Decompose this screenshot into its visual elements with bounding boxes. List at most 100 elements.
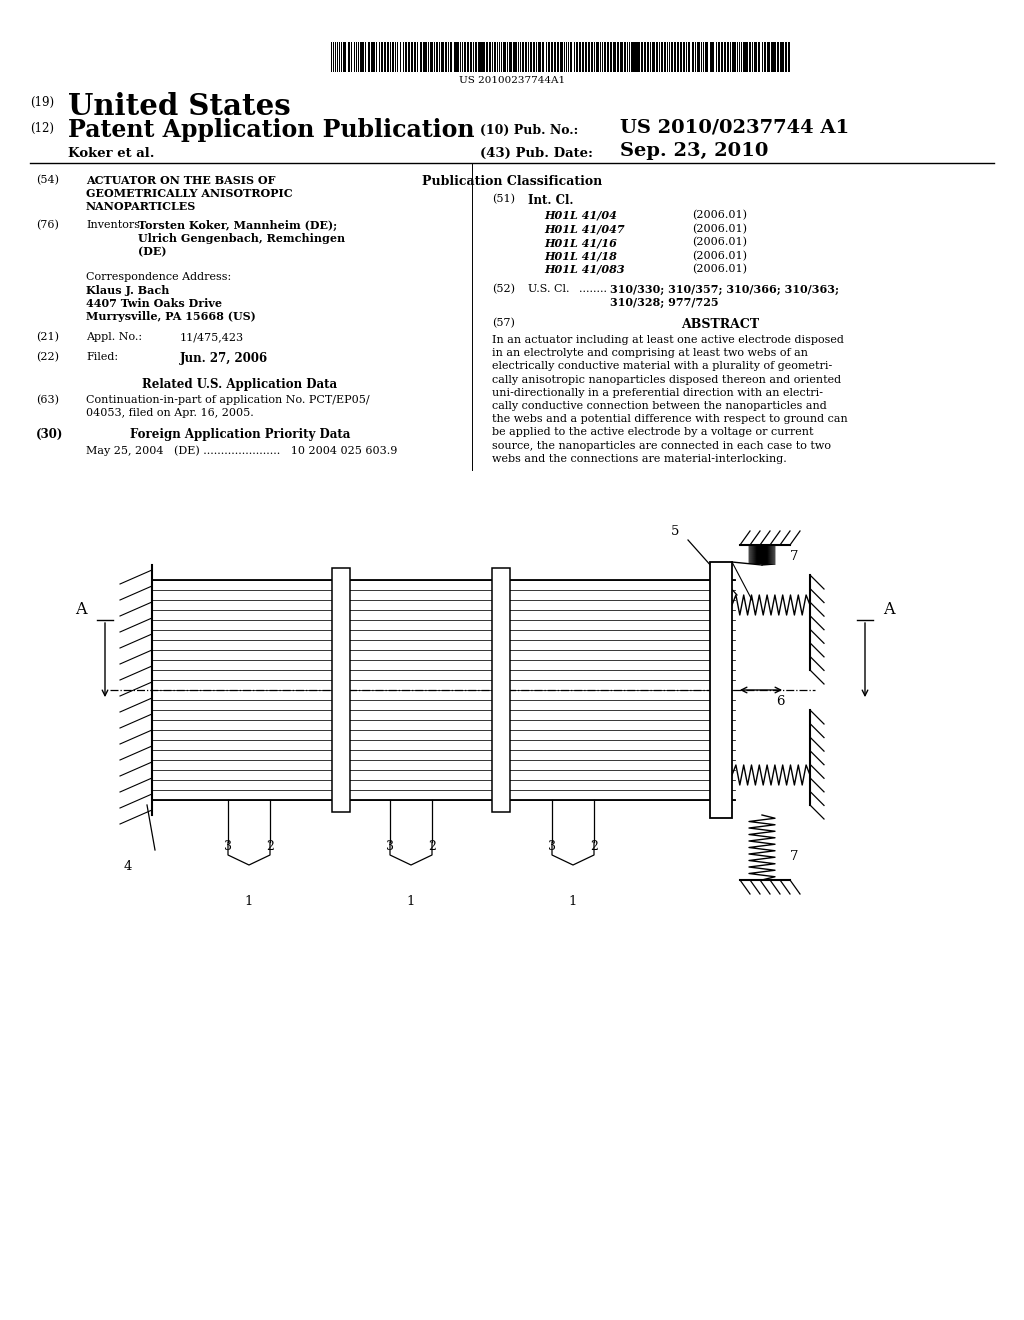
Bar — [337, 42, 338, 73]
Text: 4: 4 — [124, 861, 132, 873]
Bar — [621, 42, 623, 73]
Text: 2: 2 — [266, 840, 274, 853]
Bar — [381, 42, 383, 73]
Text: NANOPARTICLES: NANOPARTICLES — [86, 201, 197, 213]
Bar — [402, 42, 404, 73]
Bar — [570, 42, 572, 73]
Text: GEOMETRICALLY ANISOTROPIC: GEOMETRICALLY ANISOTROPIC — [86, 187, 293, 199]
Bar — [439, 42, 440, 73]
Bar — [343, 42, 345, 73]
Bar — [499, 42, 500, 73]
Text: ........: ........ — [579, 284, 607, 294]
Bar — [359, 42, 361, 73]
Bar — [777, 42, 779, 73]
Text: H01L 41/18: H01L 41/18 — [544, 251, 616, 261]
Bar — [762, 42, 763, 73]
Bar — [475, 42, 477, 73]
Bar — [470, 42, 472, 73]
Text: Jun. 27, 2006: Jun. 27, 2006 — [180, 352, 268, 366]
Bar — [560, 42, 562, 73]
Bar — [536, 42, 537, 73]
Bar — [548, 42, 550, 73]
Bar — [481, 42, 482, 73]
Bar — [492, 42, 494, 73]
Bar — [525, 42, 527, 73]
Bar — [680, 42, 682, 73]
Text: Foreign Application Priority Data: Foreign Application Priority Data — [130, 428, 350, 441]
Bar — [462, 42, 463, 73]
Bar — [434, 42, 435, 73]
Bar — [758, 42, 761, 73]
Text: Torsten Koker, Mannheim (DE);: Torsten Koker, Mannheim (DE); — [138, 220, 337, 231]
Bar — [631, 42, 633, 73]
Text: 3: 3 — [386, 840, 394, 853]
Text: May 25, 2004   (DE) ......................   10 2004 025 603.9: May 25, 2004 (DE) ......................… — [86, 445, 397, 455]
Bar — [431, 42, 433, 73]
Bar — [653, 42, 655, 73]
Bar — [627, 42, 628, 73]
Bar — [662, 42, 663, 73]
Text: ABSTRACT: ABSTRACT — [681, 318, 759, 331]
Bar — [371, 42, 373, 73]
Text: 3: 3 — [548, 840, 556, 853]
Bar — [613, 42, 614, 73]
Bar — [369, 42, 370, 73]
Text: cally anisotropic nanoparticles disposed thereon and oriented: cally anisotropic nanoparticles disposed… — [492, 375, 841, 384]
Bar — [478, 42, 480, 73]
Bar — [638, 42, 640, 73]
Text: Klaus J. Bach: Klaus J. Bach — [86, 285, 169, 296]
Bar — [347, 42, 350, 73]
Text: 1: 1 — [407, 895, 415, 908]
Text: United States: United States — [68, 92, 291, 121]
Bar — [456, 42, 457, 73]
Bar — [436, 42, 438, 73]
Bar — [596, 42, 599, 73]
Bar — [732, 42, 734, 73]
Bar — [749, 42, 752, 73]
Bar — [718, 42, 720, 73]
Bar — [664, 42, 666, 73]
Bar — [697, 42, 699, 73]
Bar — [414, 42, 416, 73]
Bar — [564, 42, 565, 73]
Bar — [577, 42, 579, 73]
Text: (54): (54) — [36, 176, 59, 185]
Bar — [408, 42, 410, 73]
Text: Appl. No.:: Appl. No.: — [86, 333, 142, 342]
Text: uni-directionally in a preferential direction with an electri-: uni-directionally in a preferential dire… — [492, 388, 823, 397]
Bar — [691, 42, 694, 73]
Bar — [591, 42, 593, 73]
Bar — [787, 42, 790, 73]
Text: (2006.01): (2006.01) — [692, 238, 746, 247]
Text: A: A — [883, 602, 895, 619]
Bar — [384, 42, 386, 73]
Bar — [740, 42, 742, 73]
Bar — [339, 42, 340, 73]
Bar — [727, 42, 729, 73]
Bar — [514, 42, 517, 73]
Text: be applied to the active electrode by a voltage or current: be applied to the active electrode by a … — [492, 428, 813, 437]
Bar — [754, 42, 756, 73]
Bar — [702, 42, 705, 73]
Bar — [624, 42, 626, 73]
Text: (2006.01): (2006.01) — [692, 210, 746, 220]
Bar — [745, 42, 748, 73]
Bar — [641, 42, 643, 73]
Text: Filed:: Filed: — [86, 352, 118, 362]
Bar — [332, 568, 350, 812]
Bar — [441, 42, 443, 73]
Bar — [764, 42, 766, 73]
Text: 11/475,423: 11/475,423 — [180, 333, 244, 342]
Bar — [610, 42, 612, 73]
Bar — [734, 42, 735, 73]
Bar — [423, 42, 425, 73]
Bar — [617, 42, 620, 73]
Bar — [374, 42, 375, 73]
Text: H01L 41/083: H01L 41/083 — [544, 264, 625, 275]
Text: (76): (76) — [36, 220, 58, 230]
Text: ACTUATOR ON THE BASIS OF: ACTUATOR ON THE BASIS OF — [86, 176, 275, 186]
Text: 7: 7 — [790, 550, 799, 564]
Text: (52): (52) — [492, 284, 515, 294]
Bar — [678, 42, 679, 73]
Bar — [345, 42, 346, 73]
